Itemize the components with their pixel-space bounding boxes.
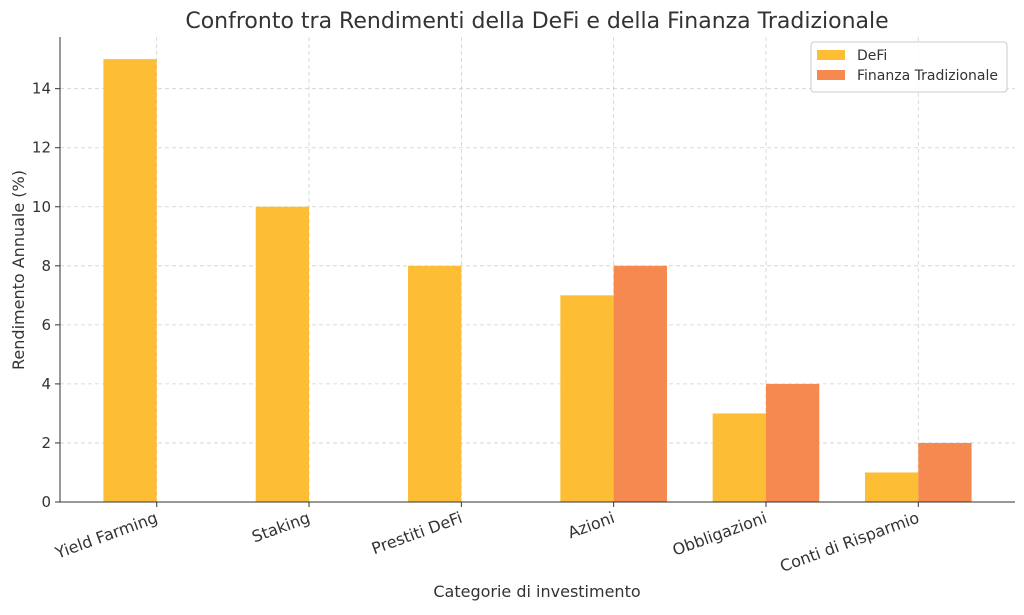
bar-defi [103, 59, 157, 503]
x-tick-label: Yield Farming [52, 508, 160, 563]
chart-title: Confronto tra Rendimenti della DeFi e de… [185, 9, 888, 34]
y-tick-label: 8 [41, 257, 51, 275]
x-tick-label: Prestiti DeFi [369, 508, 465, 558]
x-tick-label: Azioni [565, 508, 617, 542]
y-tick-label: 10 [32, 198, 51, 216]
y-tick-label: 14 [32, 80, 51, 98]
y-tick-label: 0 [41, 493, 51, 511]
legend: DeFi Finanza Tradizionale [810, 41, 1008, 93]
legend-box [810, 41, 1008, 93]
grid [60, 37, 1015, 503]
bar-defi [408, 265, 462, 502]
y-tick-label: 6 [41, 316, 51, 334]
legend-label: DeFi [857, 48, 887, 64]
bar-finanza-tradizionale [918, 442, 972, 502]
bar-defi [712, 413, 766, 502]
bar-defi [255, 206, 310, 502]
bar-defi [560, 295, 614, 502]
y-tick-label: 12 [32, 139, 51, 157]
y-tick-label: 2 [41, 434, 51, 452]
y-tick-label: 4 [41, 375, 51, 393]
axes [59, 37, 1015, 503]
legend-label: Finanza Tradizionale [857, 68, 998, 84]
x-axis-label: Categorie di investimento [433, 582, 640, 601]
bar-finanza-tradizionale [765, 383, 820, 502]
y-axis-label: Rendimento Annuale (%) [9, 170, 28, 370]
bar-defi [864, 472, 919, 502]
legend-swatch [817, 50, 845, 60]
bar-finanza-tradizionale [613, 265, 667, 502]
legend-swatch [817, 70, 845, 80]
x-tick-label: Conti di Risparmio [777, 508, 921, 576]
x-tick-label: Obbligazioni [670, 508, 770, 560]
x-tick-label: Staking [249, 508, 312, 546]
bars [103, 59, 972, 503]
